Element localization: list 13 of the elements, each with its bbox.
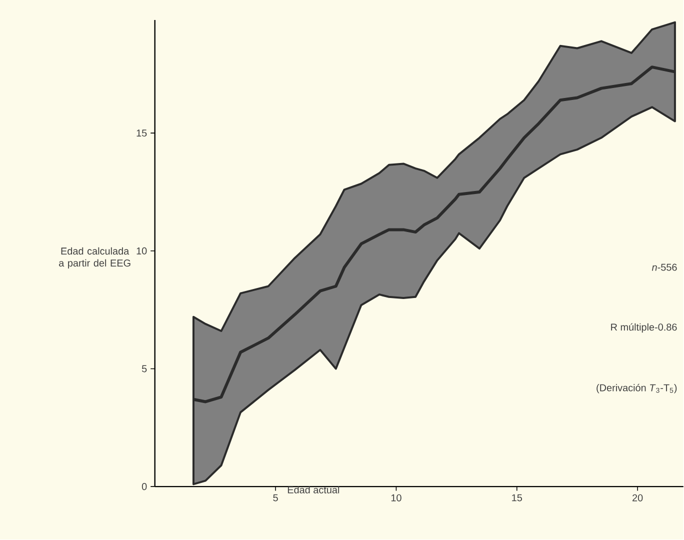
y-tick-label: 0	[142, 483, 147, 490]
y-axis-title: Edad calculada a partir del EEG	[59, 248, 130, 269]
annotation: R múltiple-0.86	[611, 323, 677, 333]
y-tick-label: 10	[136, 248, 147, 255]
y-tick-label: 5	[142, 365, 147, 372]
x-axis-title: Edad actual	[288, 486, 340, 494]
annotation: n-556	[652, 264, 677, 272]
x-tick-label: 5	[273, 494, 278, 502]
x-tick-label: 15	[512, 494, 522, 502]
x-tick-label: 20	[632, 494, 643, 502]
y-tick-label: 15	[136, 130, 147, 137]
x-tick-label: 10	[391, 494, 402, 502]
annotation: (Derivación T$_{3}$-T$_{5}$)	[596, 384, 677, 394]
